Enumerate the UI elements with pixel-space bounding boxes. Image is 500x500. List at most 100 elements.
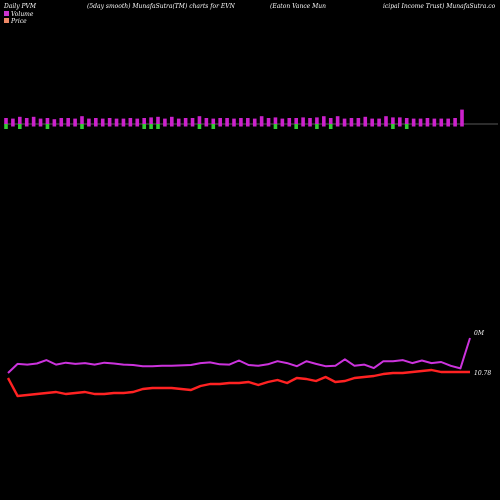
volume-bar-lower [377, 124, 381, 127]
volume-bar [107, 118, 112, 124]
volume-bar-lower [31, 124, 36, 127]
volume-bar-lower [391, 124, 395, 129]
volume-bar-lower [425, 124, 430, 127]
volume-bar [121, 118, 126, 124]
volume-bar [356, 118, 361, 124]
volume-bar [197, 116, 202, 124]
volume-bar-lower [259, 124, 264, 127]
volume-bar-lower [163, 124, 167, 127]
volume-bar-lower [356, 124, 361, 127]
header-daily-pvm: Daily PVM [3, 3, 37, 10]
volume-bar-lower [59, 124, 64, 127]
volume-bar [94, 118, 98, 124]
volume-bar [252, 118, 257, 124]
legend-price-swatch [4, 18, 9, 23]
volume-bar-lower [183, 124, 188, 127]
volume-bar-lower [107, 124, 112, 127]
volume-bar-lower [24, 124, 29, 127]
volume-bar [315, 117, 319, 124]
volume-bar-lower [128, 124, 133, 127]
volume-bar [114, 118, 119, 124]
volume-bar-lower [149, 124, 153, 129]
volume-bar [66, 118, 70, 124]
volume-bar [246, 118, 250, 124]
volume-bar [294, 118, 298, 124]
volume-bar-lower [301, 124, 305, 127]
volume-bar-lower [273, 124, 278, 129]
volume-bar [204, 118, 209, 124]
volume-bar [384, 116, 388, 124]
volume-bar-lower [460, 124, 464, 127]
volume-bar-lower [80, 124, 84, 129]
volume-bars [4, 109, 464, 129]
volume-bar-lower [446, 124, 450, 127]
volume-bar-lower [294, 124, 298, 129]
volume-bar [211, 118, 216, 124]
volume-bar [149, 117, 153, 124]
volume-bar [73, 118, 77, 124]
volume-line-end-label: 0M [474, 330, 485, 337]
volume-bar [273, 117, 278, 124]
volume-bar-lower [363, 124, 368, 127]
volume-bar [170, 116, 174, 124]
volume-bar [232, 118, 236, 124]
volume-bar-lower [308, 124, 312, 127]
volume-bar-lower [121, 124, 126, 127]
volume-bar-lower [349, 124, 354, 127]
volume-bar-lower [45, 124, 50, 129]
volume-bar-lower [335, 124, 340, 127]
volume-bar-lower [411, 124, 416, 127]
volume-bar-lower [252, 124, 257, 127]
volume-bar-lower [176, 124, 181, 127]
legend-volume-swatch [4, 11, 9, 16]
price-line [6, 368, 470, 398]
volume-bar [418, 118, 423, 124]
price-line-end-label: 10.78 [474, 370, 491, 377]
volume-bar [322, 116, 326, 124]
volume-bar [425, 118, 430, 124]
volume-bar [142, 118, 146, 124]
volume-bar [100, 118, 105, 124]
volume-bar-lower [11, 124, 15, 127]
volume-bar [370, 118, 374, 124]
line-series [6, 337, 471, 398]
volume-bar-lower [218, 124, 222, 127]
volume-bar [4, 118, 8, 124]
volume-bar-lower [232, 124, 236, 127]
volume-bar [87, 118, 91, 124]
volume-bar-lower [246, 124, 250, 127]
volume-bar-lower [94, 124, 98, 127]
header-chart-title: (5day smooth) MunafaSutra(TM) charts for… [87, 3, 236, 10]
volume-bar [342, 118, 347, 124]
volume-bar-lower [280, 124, 285, 127]
volume-bar [59, 118, 64, 124]
volume-bar [31, 116, 36, 124]
volume-bar [128, 118, 133, 124]
header-company-part1: (Eaton Vance Mun [270, 3, 326, 10]
volume-bar-lower [432, 124, 437, 127]
volume-bar-lower [73, 124, 77, 127]
volume-bar [183, 118, 188, 124]
volume-bar-lower [453, 124, 457, 127]
volume-bar-lower [204, 124, 209, 127]
volume-bar [308, 118, 312, 124]
volume-bar-lower [38, 124, 43, 127]
volume-bar [335, 116, 340, 124]
volume-bar [398, 117, 402, 124]
volume-bar-lower [87, 124, 91, 127]
volume-bar-lower [18, 124, 22, 129]
volume-bar-lower [342, 124, 347, 127]
volume-bar-lower [404, 124, 409, 129]
volume-bar-lower [52, 124, 57, 127]
volume-bar [287, 118, 292, 124]
volume-bar-lower [142, 124, 146, 129]
volume-bar [259, 116, 264, 124]
legend-volume-label: Volume [11, 11, 34, 18]
volume-bar [239, 118, 243, 124]
volume-bar [156, 116, 160, 124]
volume-bar [176, 118, 181, 124]
volume-bar [404, 118, 409, 124]
volume-bar [453, 118, 457, 124]
volume-bar-lower [370, 124, 374, 127]
